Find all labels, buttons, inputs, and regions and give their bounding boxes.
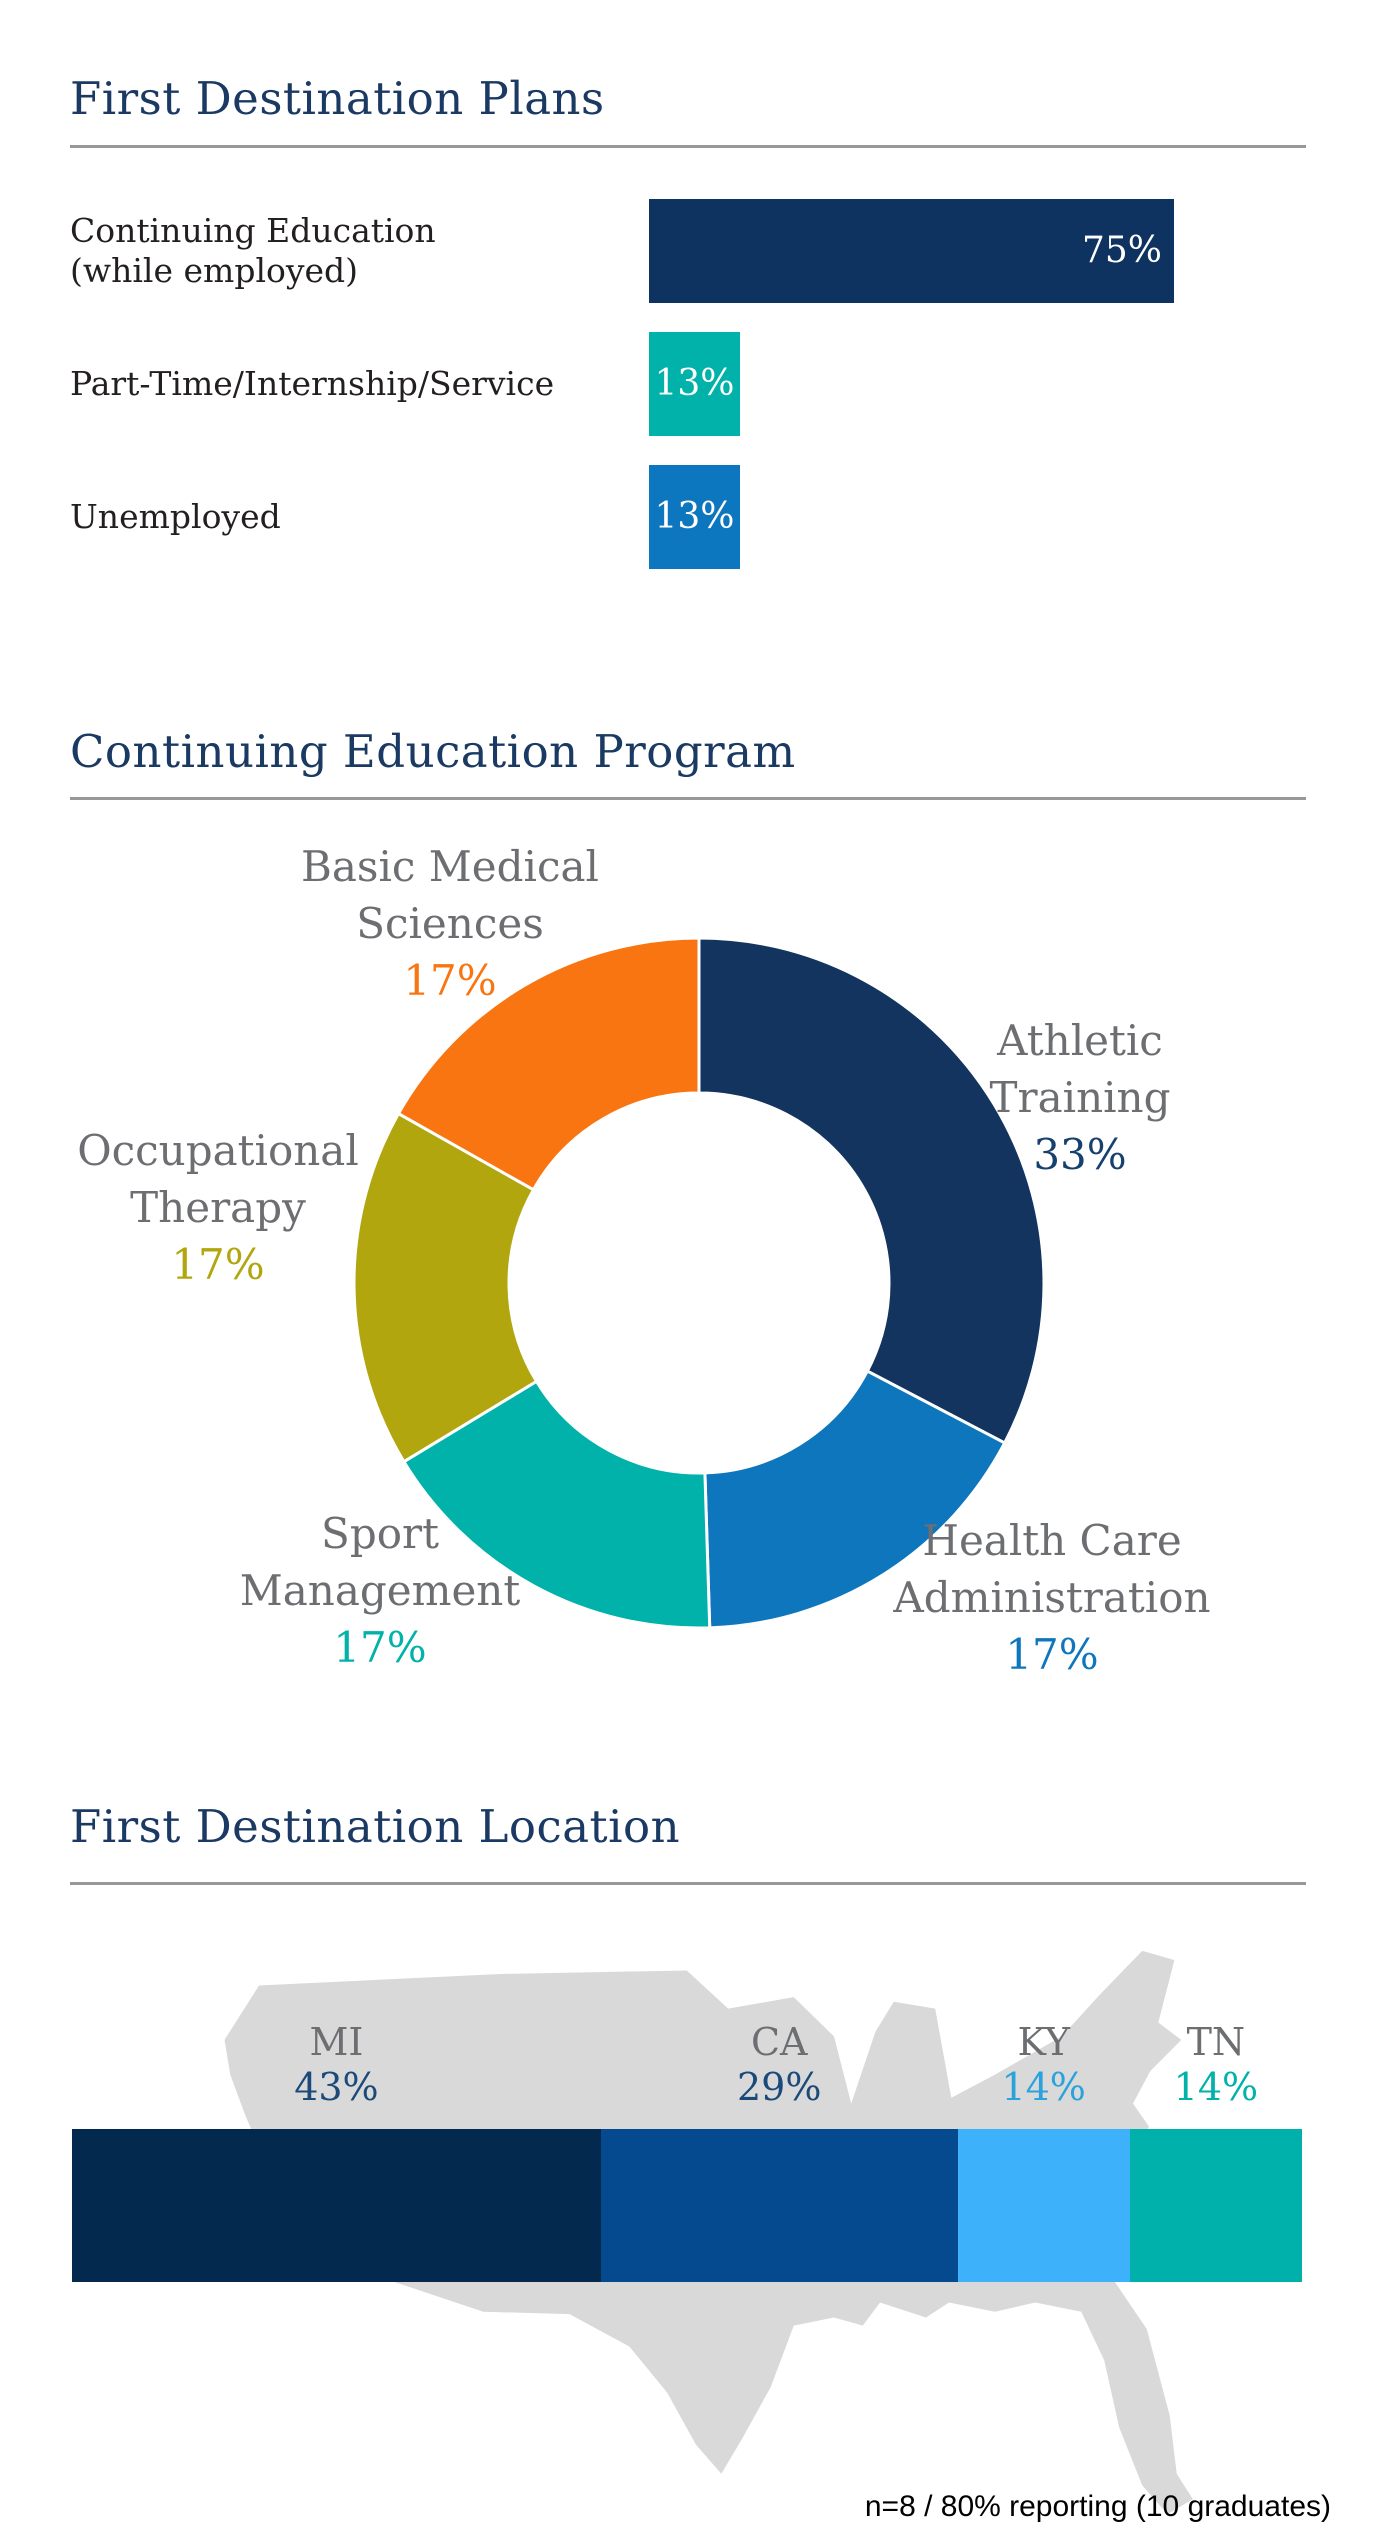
donut-label-value: 17% [171,1240,265,1289]
state-abbr: CA [750,2020,808,2064]
bar-value-label: 75% [1081,230,1162,271]
donut-label-value: 17% [403,956,497,1005]
bar-value-label: 13% [654,363,735,404]
donut-label-value: 33% [1033,1130,1127,1179]
donut-slice-basic-medical [396,936,701,1192]
donut-label-athletic: Athletic Training 33% [850,1012,1310,1183]
state-label-ky: KY 14% [958,2020,1130,2109]
state-abbr: KY [1017,2020,1070,2064]
section-divider [70,145,1306,148]
section-divider [70,797,1306,800]
state-percent: 29% [737,2065,822,2109]
state-abbr: MI [309,2020,364,2064]
state-segment-ca [600,2129,958,2282]
state-segment-ky [957,2129,1130,2282]
state-label-ca: CA 29% [601,2020,958,2109]
state-abbr: TN [1186,2020,1246,2064]
donut-slice-athletic [697,936,1046,1445]
donut-label-name: Occupational Therapy [77,1126,359,1232]
donut-slice-occupational [352,1111,539,1464]
donut-slice-sport [401,1379,712,1630]
donut-label-name: Athletic Training [989,1016,1171,1122]
state-percent: 14% [1173,2065,1259,2109]
bar-category-label: Part-Time/Internship/Service [70,364,555,403]
donut-chart-svg [352,936,1046,1630]
donut-label-sport: Sport Management 17% [150,1505,610,1676]
state-percent: 43% [294,2065,379,2109]
bar-unemployed: 13% [649,465,740,569]
state-segment-tn [1129,2129,1302,2282]
section-title-location: First Destination Location [70,1800,681,1853]
donut-label-name: Health Care Administration [893,1516,1211,1622]
donut-slice-health-care [703,1369,1007,1630]
donut-label-name: Sport Management [239,1509,521,1615]
donut-label-name: Basic Medical Sciences [301,842,599,948]
donut-label-value: 17% [1005,1630,1099,1679]
first-destination-location-stacked-bar: MI 43% CA 29% KY 14% TN 14% [72,2020,1302,2282]
section-divider [70,1882,1306,1885]
bar-category-label: Continuing Education (while employed) [70,211,436,290]
donut-label-value: 17% [333,1623,427,1672]
bar-continuing-education: 75% [649,199,1174,303]
bar-value-label: 13% [654,496,735,537]
state-label-tn: TN 14% [1130,2020,1302,2109]
continuing-education-donut-chart [349,933,1049,1633]
donut-label-health-care: Health Care Administration 17% [822,1512,1282,1683]
state-segment-mi [72,2129,601,2282]
footer-note: n=8 / 80% reporting (10 graduates) [864,2490,1331,2523]
bar-category-label: Unemployed [70,497,281,536]
section-title-plans: First Destination Plans [70,72,605,125]
bar-part-time-internship-service: 13% [649,332,740,436]
first-destination-plans-bar-chart: Continuing Education (while employed) 75%… [70,199,1306,569]
state-percent: 14% [1001,2065,1086,2109]
donut-label-occupational: Occupational Therapy 17% [0,1122,448,1293]
section-title-program: Continuing Education Program [70,725,796,778]
donut-label-basic-medical: Basic Medical Sciences 17% [220,838,680,1009]
state-label-mi: MI 43% [72,2020,601,2109]
